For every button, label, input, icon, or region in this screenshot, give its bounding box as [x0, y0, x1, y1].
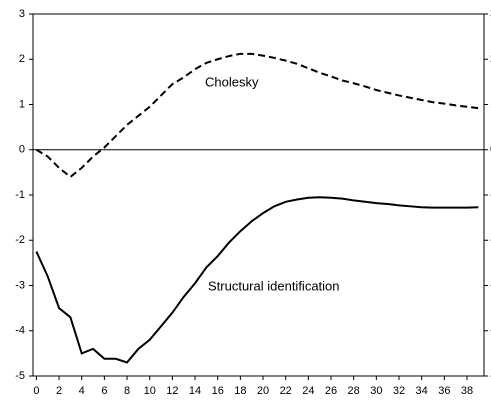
y-tick-label: 3 [19, 8, 25, 20]
plot-frame [32, 13, 485, 377]
y-tick-label: 1 [19, 98, 25, 110]
x-tick-label: 6 [101, 385, 107, 397]
series-annotation: Structural identification [208, 278, 340, 293]
x-tick-label: 16 [212, 385, 224, 397]
x-tick-label: 20 [257, 385, 269, 397]
x-tick-label: 24 [302, 385, 314, 397]
y-tick-label: -3 [15, 279, 25, 291]
y-tick-label: -5 [15, 370, 25, 382]
x-tick-label: 12 [166, 385, 178, 397]
series-annotation: Cholesky [205, 74, 259, 89]
x-tick-label: 10 [144, 385, 156, 397]
x-tick-label: 2 [56, 385, 62, 397]
x-tick-label: 18 [234, 385, 246, 397]
x-tick-label: 26 [325, 385, 337, 397]
y-tick-label: 2 [19, 53, 25, 65]
x-tick-label: 36 [438, 385, 450, 397]
x-tick-label: 8 [124, 385, 130, 397]
y-tick-label: 0 [19, 144, 25, 156]
series-line [35, 52, 479, 179]
y-tick-label: -4 [15, 325, 25, 337]
x-tick-label: 32 [393, 385, 405, 397]
x-tick-label: 28 [348, 385, 360, 397]
x-tick-label: 14 [189, 385, 201, 397]
x-tick-label: 4 [79, 385, 85, 397]
y-tick-label: -1 [15, 189, 25, 201]
x-tick-label: 38 [461, 385, 473, 397]
x-tick-label: 22 [280, 385, 292, 397]
x-tick-label: 30 [370, 385, 382, 397]
x-tick-label: 34 [416, 385, 428, 397]
x-tick-label: 0 [33, 385, 39, 397]
series-line [35, 196, 479, 364]
y-tick-label: -2 [15, 234, 25, 246]
